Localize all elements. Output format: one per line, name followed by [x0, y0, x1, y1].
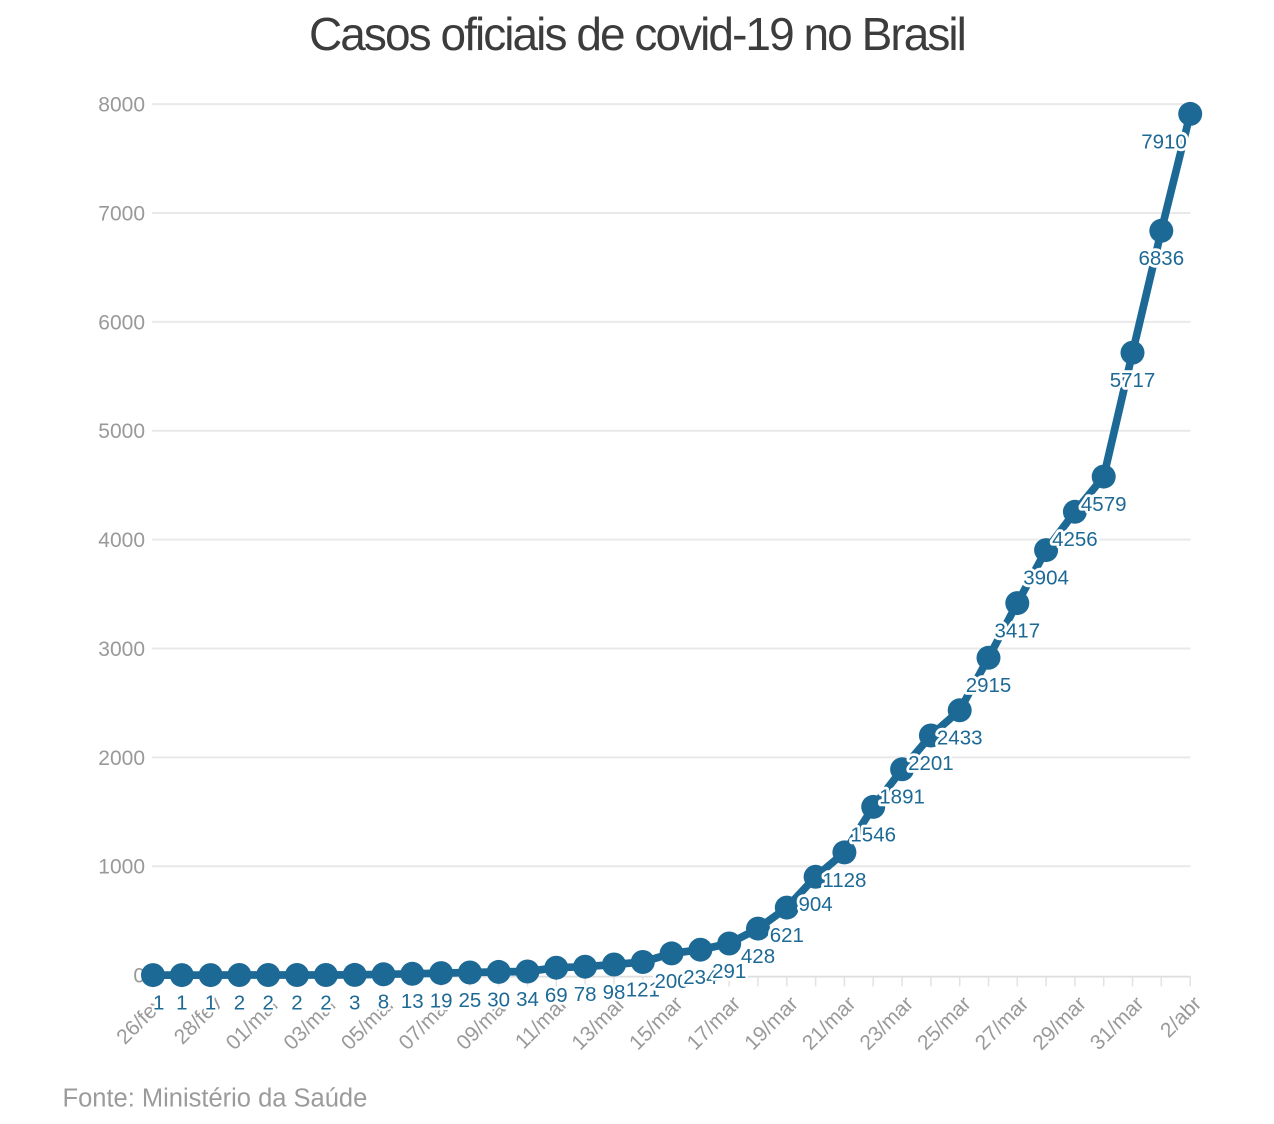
svg-text:2: 2 — [291, 991, 302, 1014]
svg-text:4579: 4579 — [1081, 493, 1127, 516]
svg-text:78: 78 — [574, 983, 597, 1006]
svg-text:621: 621 — [770, 924, 804, 947]
svg-text:428: 428 — [741, 945, 775, 968]
svg-text:4256: 4256 — [1052, 528, 1098, 551]
svg-text:19: 19 — [430, 990, 453, 1013]
svg-text:34: 34 — [516, 988, 539, 1011]
svg-text:1128: 1128 — [822, 869, 866, 892]
svg-text:904: 904 — [798, 893, 832, 916]
svg-text:98: 98 — [603, 981, 626, 1004]
svg-text:Fonte: Ministério da Saúde: Fonte: Ministério da Saúde — [63, 1085, 368, 1113]
svg-text:25: 25 — [458, 989, 481, 1012]
svg-text:1: 1 — [153, 992, 164, 1015]
svg-text:4000: 4000 — [98, 529, 145, 552]
svg-text:0: 0 — [133, 965, 145, 988]
svg-text:3000: 3000 — [98, 638, 145, 661]
svg-text:7000: 7000 — [98, 202, 145, 225]
svg-text:291: 291 — [712, 960, 746, 983]
svg-text:1: 1 — [205, 992, 216, 1015]
svg-text:5717: 5717 — [1110, 369, 1156, 392]
svg-text:Casos oficiais de covid-19 no: Casos oficiais de covid-19 no Brasil — [309, 8, 965, 60]
svg-text:7910: 7910 — [1141, 130, 1187, 153]
svg-text:234: 234 — [683, 966, 717, 989]
svg-text:121: 121 — [626, 978, 660, 1001]
svg-text:2000: 2000 — [98, 747, 145, 770]
svg-text:5000: 5000 — [98, 420, 145, 443]
svg-text:2: 2 — [234, 991, 245, 1014]
svg-text:1: 1 — [176, 992, 187, 1015]
svg-text:13: 13 — [401, 990, 424, 1013]
svg-text:2: 2 — [320, 991, 331, 1014]
svg-text:2433: 2433 — [937, 727, 983, 750]
svg-text:2915: 2915 — [966, 674, 1012, 697]
svg-text:8000: 8000 — [98, 94, 145, 117]
svg-text:3: 3 — [349, 991, 360, 1014]
svg-text:3904: 3904 — [1023, 567, 1069, 590]
svg-text:200: 200 — [654, 970, 688, 993]
svg-text:3417: 3417 — [994, 620, 1040, 643]
svg-text:69: 69 — [545, 984, 568, 1007]
svg-text:1546: 1546 — [850, 823, 896, 846]
svg-text:2201: 2201 — [908, 752, 954, 775]
svg-text:1000: 1000 — [98, 856, 145, 879]
svg-text:6836: 6836 — [1138, 247, 1184, 270]
svg-text:8: 8 — [378, 991, 389, 1014]
svg-text:30: 30 — [487, 988, 510, 1011]
svg-text:2: 2 — [262, 991, 273, 1014]
svg-text:6000: 6000 — [98, 311, 145, 334]
svg-text:1891: 1891 — [879, 786, 925, 809]
